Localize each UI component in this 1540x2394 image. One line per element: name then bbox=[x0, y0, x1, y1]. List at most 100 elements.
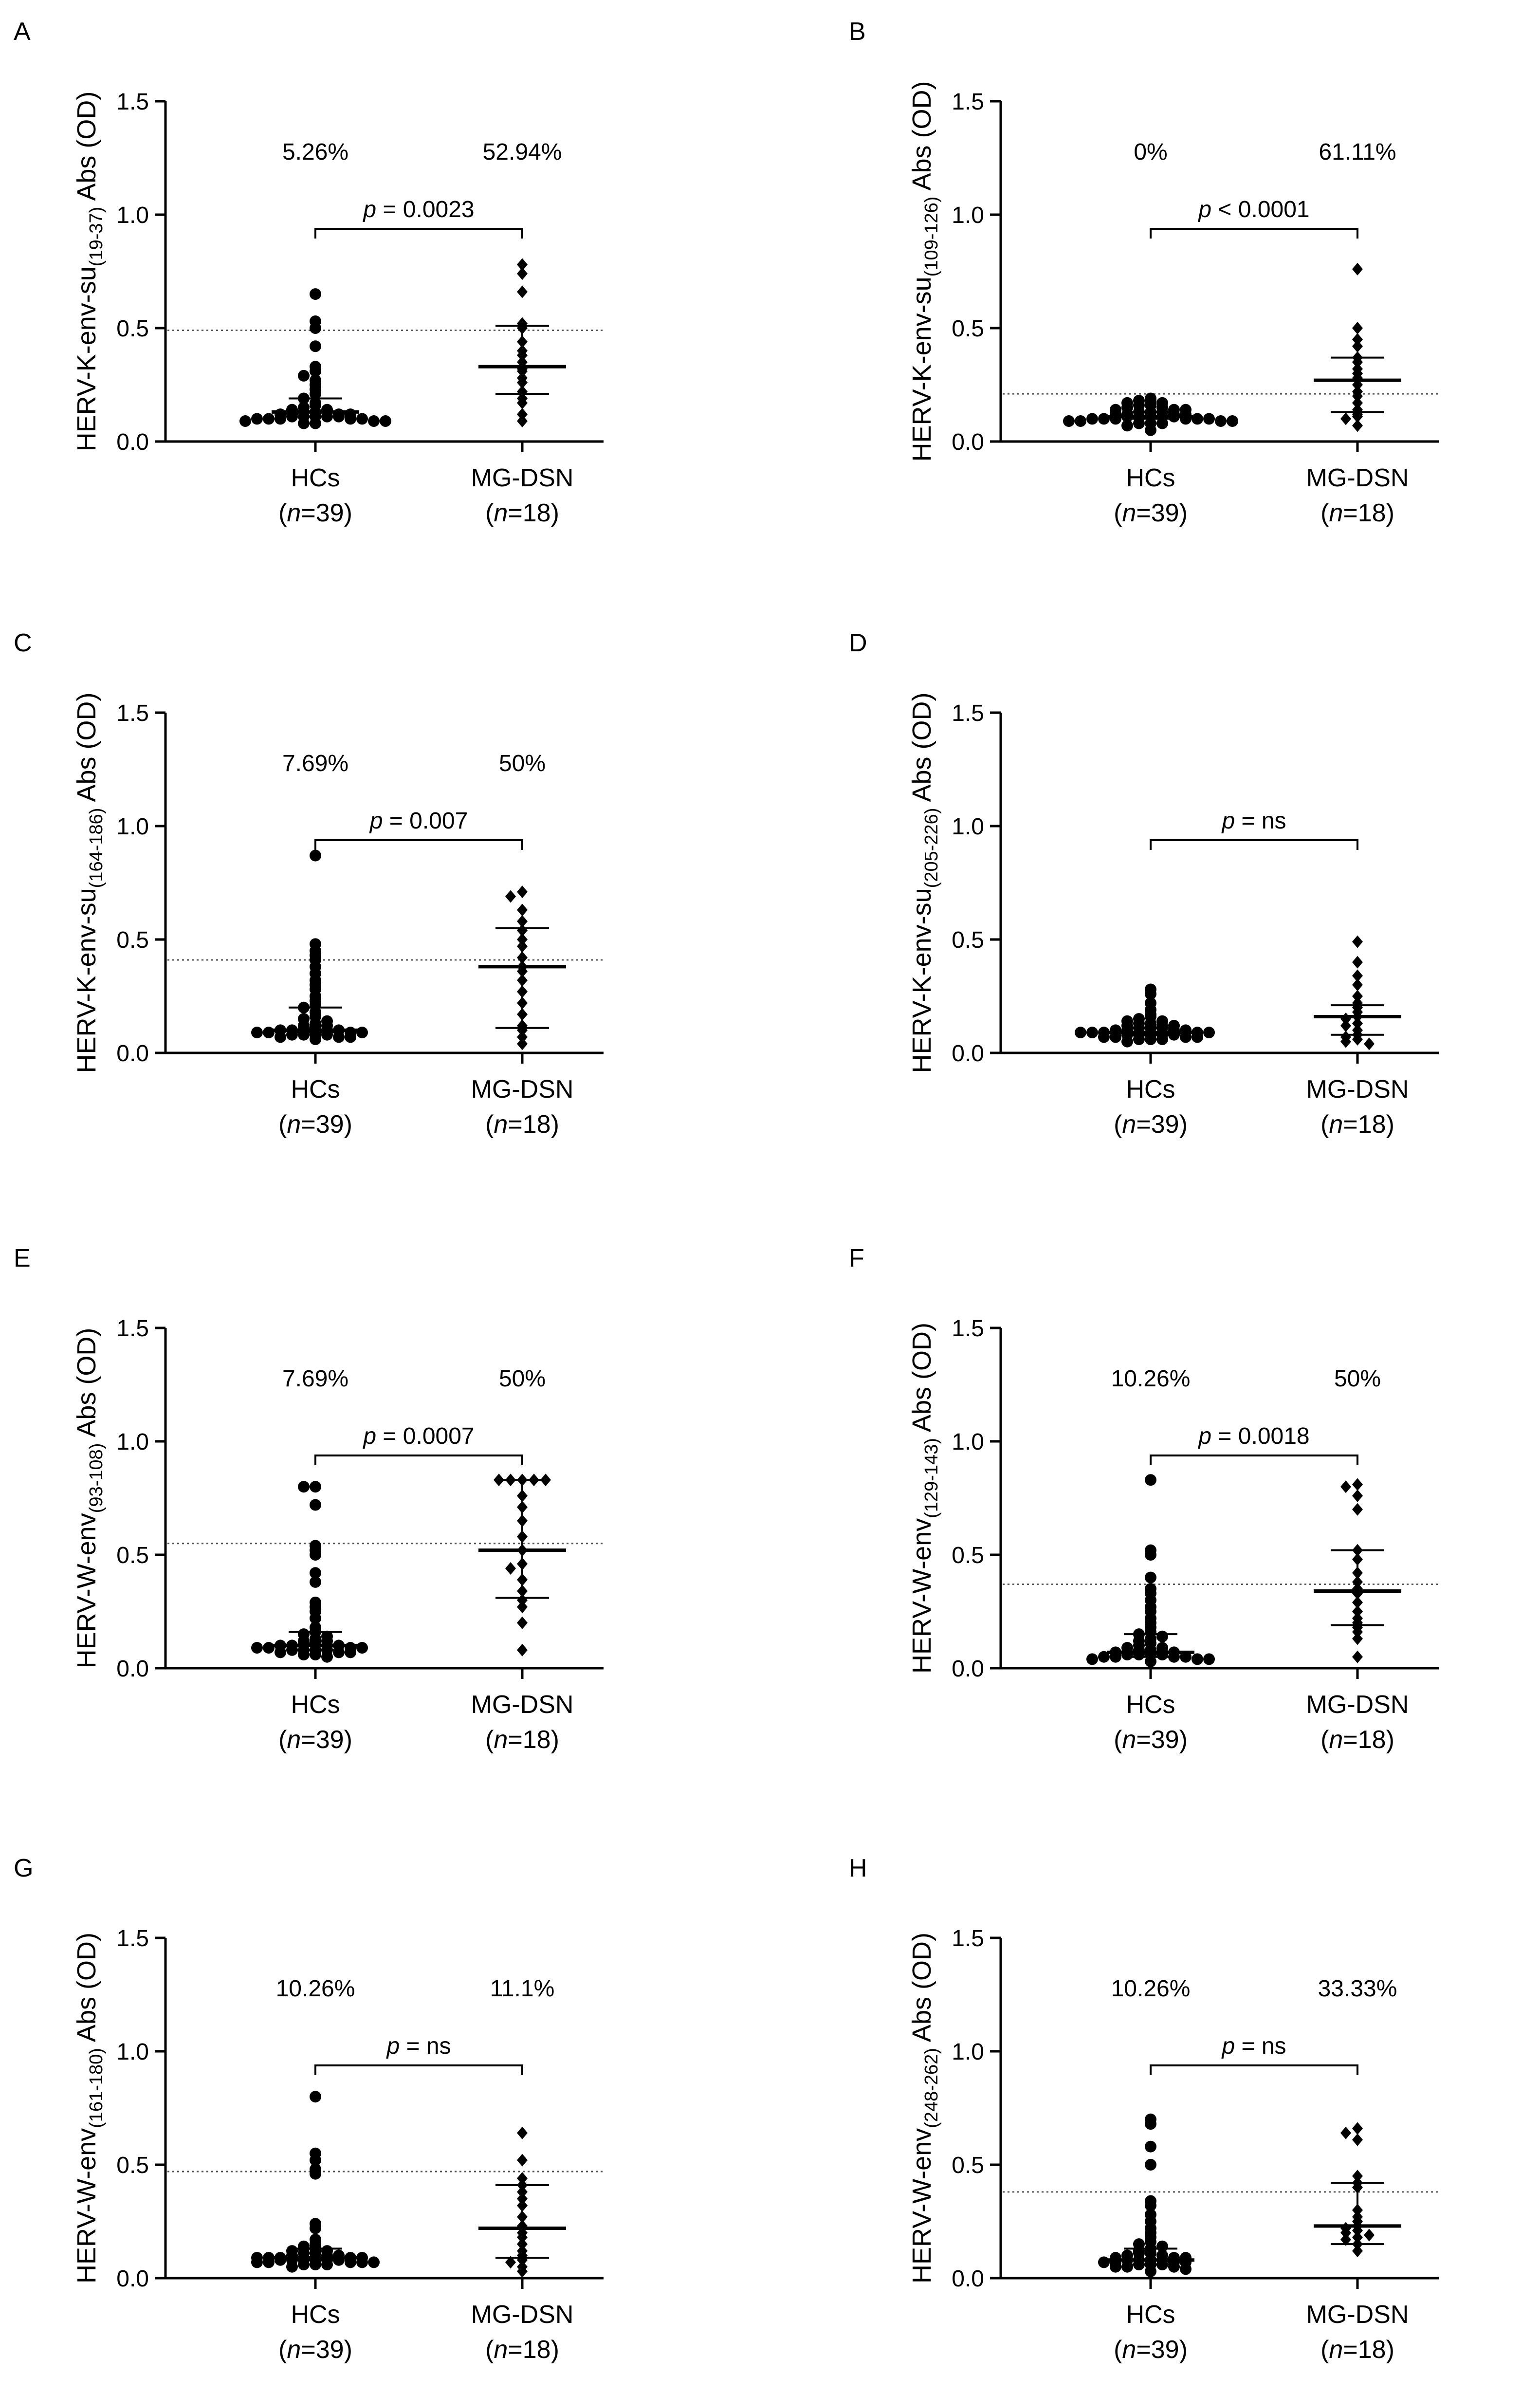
data-point bbox=[1156, 1649, 1168, 1661]
n-italic: n bbox=[1122, 1110, 1136, 1139]
p-value-label: p = 0.0023 bbox=[362, 197, 474, 222]
data-point bbox=[310, 2091, 321, 2103]
x-n-label: (n=18) bbox=[1320, 1110, 1394, 1139]
data-point bbox=[517, 2253, 528, 2266]
n-italic: n bbox=[287, 1726, 301, 1754]
data-point bbox=[298, 417, 310, 429]
data-point bbox=[1352, 2133, 1363, 2146]
data-point bbox=[1121, 1035, 1133, 1048]
x-tick-label: HCs bbox=[291, 464, 340, 492]
data-point bbox=[505, 1562, 516, 1575]
data-point bbox=[275, 1646, 286, 1658]
data-point bbox=[251, 413, 263, 425]
x-n-label: (n=39) bbox=[1114, 499, 1188, 527]
n-count: =18 bbox=[1343, 499, 1386, 527]
data-point bbox=[1227, 415, 1238, 427]
y-tick-label: 0.5 bbox=[952, 1543, 984, 1568]
y-axis-label-unit: Abs (OD) bbox=[907, 693, 936, 808]
x-tick-label: HCs bbox=[1126, 464, 1175, 492]
data-point bbox=[1364, 2228, 1375, 2242]
data-point bbox=[310, 1549, 321, 1561]
y-tick-label: 1.5 bbox=[952, 1316, 984, 1342]
y-axis-label-main: HERV-K-env-su bbox=[907, 888, 936, 1073]
n-count: =18 bbox=[1343, 1726, 1386, 1754]
data-point bbox=[286, 2261, 298, 2273]
data-point bbox=[517, 1037, 528, 1050]
panel-letter: B bbox=[849, 18, 866, 46]
n-italic: n bbox=[1329, 499, 1343, 527]
n-count: =39 bbox=[301, 1110, 344, 1139]
data-point bbox=[1145, 2159, 1156, 2171]
significance-bracket bbox=[314, 839, 523, 850]
n-count: =18 bbox=[508, 1110, 550, 1139]
y-axis-label-main: HERV-W-env bbox=[907, 1518, 936, 1674]
x-tick-label: HCs bbox=[291, 1691, 340, 1719]
p-italic: p bbox=[362, 1423, 376, 1449]
p-value-label: p = ns bbox=[1221, 2033, 1286, 2059]
data-point bbox=[356, 413, 368, 425]
data-point bbox=[517, 903, 528, 917]
x-tick-label: MG-DSN bbox=[471, 2301, 574, 2329]
data-point bbox=[1145, 1656, 1156, 1668]
y-axis-label-subscript: (93-108) bbox=[86, 1443, 107, 1513]
data-point bbox=[1203, 413, 1215, 425]
data-point bbox=[505, 890, 516, 903]
p-value-label: p = ns bbox=[385, 2033, 451, 2059]
x-tick-label: MG-DSN bbox=[1306, 1691, 1409, 1719]
significance-bracket bbox=[314, 2064, 523, 2075]
chart-panel-f: F 0.0 0.5 1.0 1.5 HERV-W-env(129-143) Abs (OD… bbox=[849, 1244, 1439, 1754]
data-point bbox=[310, 1033, 321, 1046]
percent-label: 50% bbox=[499, 751, 546, 776]
y-axis-label: HERV-K-env-su(164-186) Abs (OD) bbox=[72, 693, 107, 1073]
p-value: = 0.0007 bbox=[376, 1423, 475, 1449]
y-tick-label: 0.5 bbox=[952, 927, 984, 953]
data-point bbox=[1340, 2126, 1351, 2139]
data-point bbox=[1145, 2140, 1156, 2153]
data-point bbox=[1352, 969, 1363, 982]
data-point bbox=[1352, 1650, 1363, 1663]
y-tick-label: 1.0 bbox=[116, 1429, 149, 1455]
y-tick-label: 1.5 bbox=[952, 89, 984, 115]
x-tick-label: HCs bbox=[1126, 1691, 1175, 1719]
n-count: =18 bbox=[508, 1726, 550, 1754]
x-n-label: (n=39) bbox=[1114, 2336, 1188, 2364]
data-point bbox=[1340, 2226, 1351, 2239]
data-point bbox=[1133, 1033, 1145, 1046]
panel-letter: A bbox=[14, 18, 31, 46]
y-tick-label: 0.5 bbox=[116, 927, 149, 953]
x-n-label: (n=39) bbox=[1114, 1726, 1188, 1754]
data-point bbox=[1352, 2245, 1363, 2258]
data-point bbox=[1192, 413, 1203, 425]
data-point bbox=[251, 1027, 263, 1039]
y-tick-label: 1.0 bbox=[952, 1429, 984, 1455]
p-value: = ns bbox=[400, 2033, 451, 2059]
data-point bbox=[1352, 2122, 1363, 2135]
data-point bbox=[310, 322, 321, 334]
data-point bbox=[1352, 322, 1363, 334]
data-point bbox=[1352, 1033, 1363, 1046]
percent-label: 52.94% bbox=[483, 139, 562, 165]
data-point bbox=[1098, 413, 1110, 425]
data-point bbox=[1145, 1549, 1156, 1561]
n-count: =39 bbox=[301, 2336, 344, 2364]
n-count: =18 bbox=[1343, 1110, 1386, 1139]
significance-bracket bbox=[1150, 1455, 1358, 1465]
n-count: =39 bbox=[301, 499, 344, 527]
data-point bbox=[380, 415, 391, 427]
chart-panel-h: H 0.0 0.5 1.0 1.5 HERV-W-env(248-262) Abs (OD… bbox=[849, 1854, 1439, 2364]
data-point bbox=[1156, 1033, 1168, 1046]
x-n-label: (n=18) bbox=[485, 1726, 559, 1754]
y-tick-label: 1.5 bbox=[116, 1316, 149, 1342]
y-axis-label: HERV-W-env(248-262) Abs (OD) bbox=[907, 1933, 942, 2284]
data-point bbox=[333, 1646, 345, 1658]
data-point bbox=[1340, 1035, 1351, 1048]
data-point bbox=[517, 2126, 528, 2139]
y-tick-label: 1.0 bbox=[116, 203, 149, 228]
data-point bbox=[1145, 1033, 1156, 1046]
p-italic: p bbox=[1197, 1423, 1211, 1449]
data-point bbox=[298, 369, 310, 382]
percent-label: 33.33% bbox=[1318, 1976, 1397, 2002]
data-point bbox=[310, 1576, 321, 1588]
data-point bbox=[310, 1612, 321, 1624]
data-point bbox=[1075, 415, 1086, 427]
